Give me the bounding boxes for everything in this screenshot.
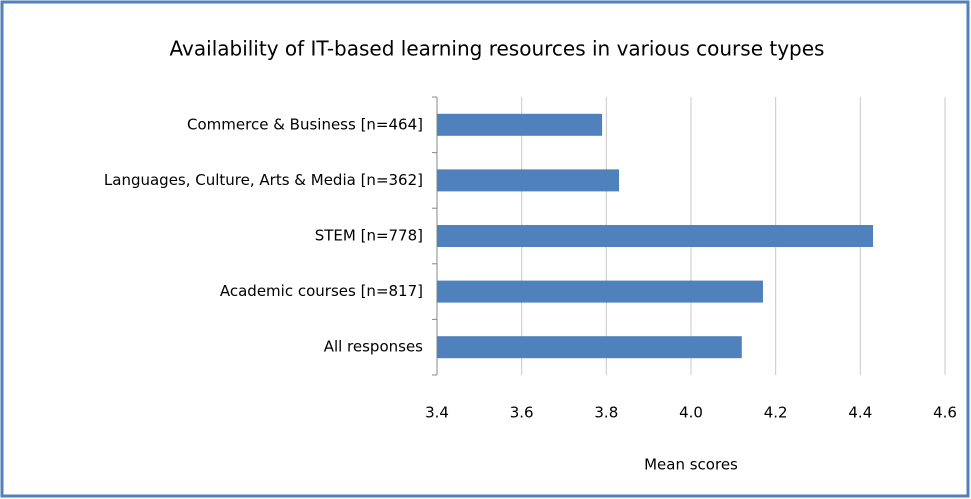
bar — [437, 280, 763, 303]
bar — [437, 113, 603, 136]
x-tick-label: 4.2 — [764, 404, 788, 422]
bar — [437, 169, 620, 192]
x-axis-label: Mean scores — [644, 456, 738, 474]
x-tick-label: 4.0 — [679, 404, 703, 422]
y-tick-label: Academic courses [n=817] — [220, 282, 423, 300]
y-tick-label: STEM [n=778] — [315, 227, 423, 245]
bar — [437, 336, 742, 359]
y-tick-label: Commerce & Business [n=464] — [187, 115, 423, 133]
bar — [437, 225, 874, 247]
y-tick-label: All responses — [324, 338, 423, 356]
x-tick-label: 4.6 — [933, 404, 957, 422]
x-tick-label: 4.4 — [848, 404, 872, 422]
x-tick-label: 3.6 — [510, 404, 534, 422]
chart-title: Availability of IT-based learning resour… — [170, 37, 825, 61]
y-tick-label: Languages, Culture, Arts & Media [n=362] — [104, 171, 423, 189]
x-tick-label: 3.4 — [425, 404, 449, 422]
x-tick-label: 3.8 — [594, 404, 618, 422]
